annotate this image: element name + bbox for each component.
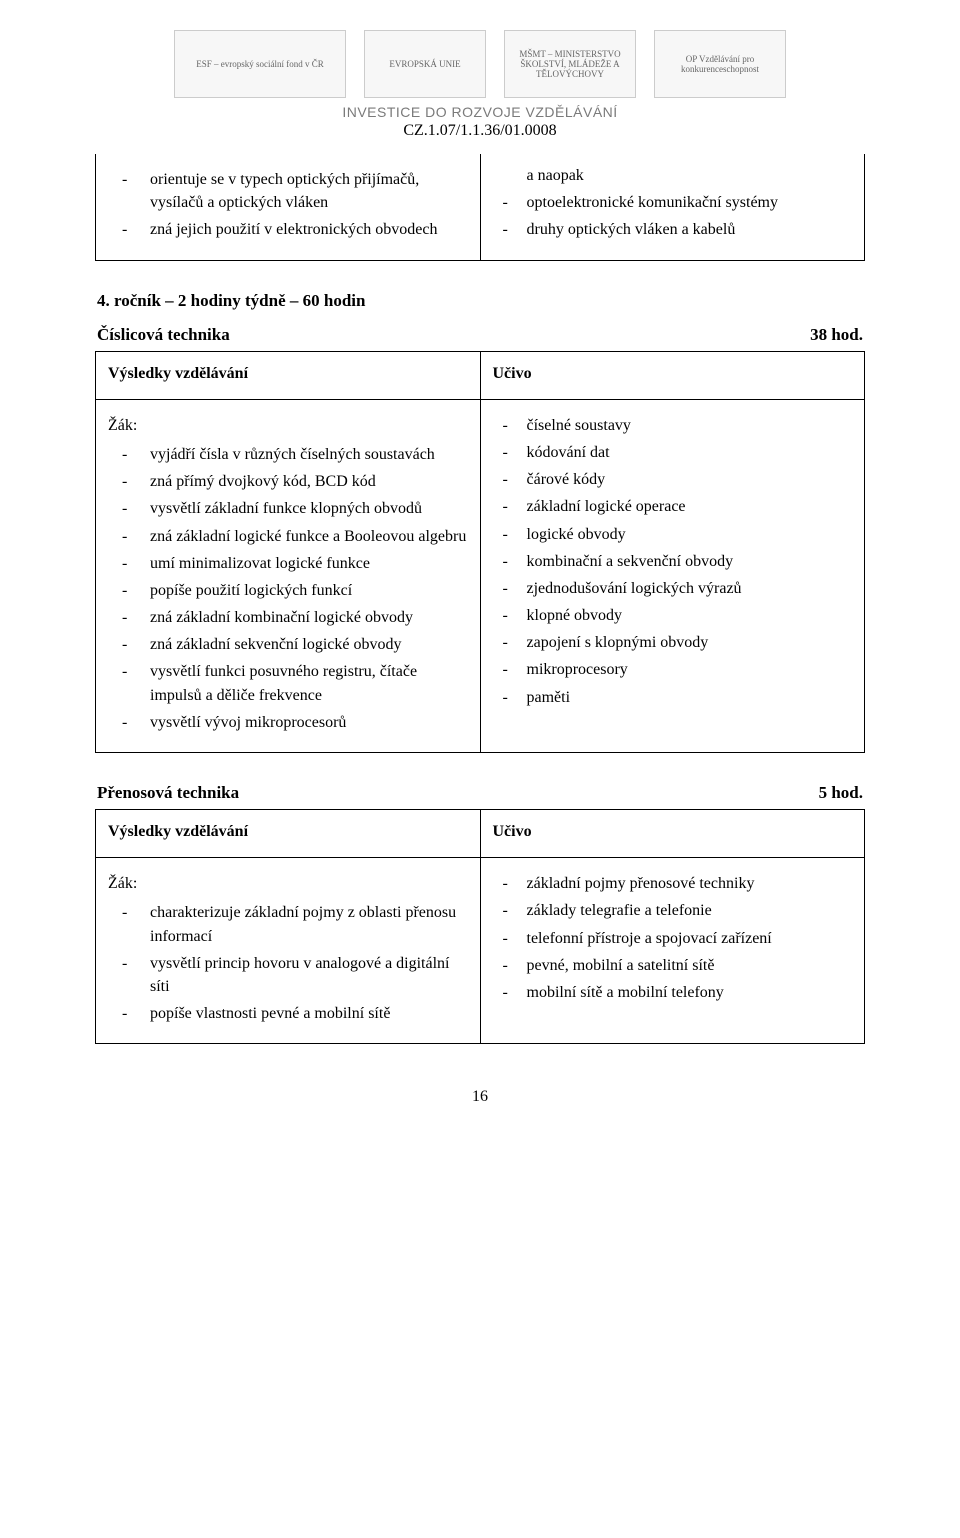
op-vk-logo: OP Vzdělávání pro konkurenceschopnost bbox=[654, 30, 786, 98]
section2-right-cell: základní pojmy přenosové techniky základ… bbox=[480, 858, 865, 1044]
section1-right-cell: číselné soustavy kódování dat čárové kód… bbox=[480, 399, 865, 752]
list-item: umí minimalizovat logické funkce bbox=[108, 552, 468, 575]
eu-flag-logo: EVROPSKÁ UNIE bbox=[364, 30, 486, 98]
document-page: ESF – evropský sociální fond v ČR EVROPS… bbox=[0, 0, 960, 1146]
list-item: orientuje se v typech optických přijímač… bbox=[108, 168, 468, 214]
zak-label: Žák: bbox=[108, 414, 468, 437]
list-item: logické obvody bbox=[493, 523, 853, 546]
right-intro: a naopak bbox=[493, 164, 853, 187]
section1-heading: Číslicová technika 38 hod. bbox=[97, 325, 863, 345]
list-item: vysvětlí princip hovoru v analogové a di… bbox=[108, 952, 468, 998]
list-item: vysvětlí funkci posuvného registru, číta… bbox=[108, 660, 468, 706]
section2-left-cell: Žák: charakterizuje základní pojmy z obl… bbox=[96, 858, 481, 1044]
list-item: paměti bbox=[493, 686, 853, 709]
top-left-cell: orientuje se v typech optických přijímač… bbox=[96, 154, 481, 260]
list-item: zná základní logické funkce a Booleovou … bbox=[108, 525, 468, 548]
msmt-logo: MŠMT – MINISTERSTVO ŠKOLSTVÍ, MLÁDEŽE A … bbox=[504, 30, 636, 98]
section2-right-header: Učivo bbox=[480, 810, 865, 858]
list-item: popíše použití logických funkcí bbox=[108, 579, 468, 602]
list-item: pevné, mobilní a satelitní sítě bbox=[493, 954, 853, 977]
list-item: vyjádří čísla v různých číselných sousta… bbox=[108, 443, 468, 466]
section2-table: Výsledky vzdělávání Učivo Žák: charakter… bbox=[95, 809, 865, 1044]
list-item: základy telegrafie a telefonie bbox=[493, 899, 853, 922]
list-item: charakterizuje základní pojmy z oblasti … bbox=[108, 901, 468, 947]
section2-heading: Přenosová technika 5 hod. bbox=[97, 783, 863, 803]
year-heading: 4. ročník – 2 hodiny týdně – 60 hodin bbox=[97, 291, 865, 311]
page-number: 16 bbox=[95, 1088, 865, 1106]
section1-hours: 38 hod. bbox=[810, 325, 863, 345]
list-item: optoelektronické komunikační systémy bbox=[493, 191, 853, 214]
list-item: čárové kódy bbox=[493, 468, 853, 491]
list-item: zná základní kombinační logické obvody bbox=[108, 606, 468, 629]
logo-bar: ESF – evropský sociální fond v ČR EVROPS… bbox=[95, 30, 865, 98]
project-code: CZ.1.07/1.1.36/01.0008 bbox=[95, 122, 865, 140]
list-item: zapojení s klopnými obvody bbox=[493, 631, 853, 654]
list-item: mikroprocesory bbox=[493, 658, 853, 681]
list-item: telefonní přístroje a spojovací zařízení bbox=[493, 927, 853, 950]
section1-title: Číslicová technika bbox=[97, 325, 230, 345]
list-item: vysvětlí vývoj mikroprocesorů bbox=[108, 711, 468, 734]
list-item: vysvětlí základní funkce klopných obvodů bbox=[108, 497, 468, 520]
section1-left-header: Výsledky vzdělávání bbox=[96, 351, 481, 399]
list-item: zná základní sekvenční logické obvody bbox=[108, 633, 468, 656]
list-item: číselné soustavy bbox=[493, 414, 853, 437]
list-item: popíše vlastnosti pevné a mobilní sítě bbox=[108, 1002, 468, 1025]
section1-left-cell: Žák: vyjádří čísla v různých číselných s… bbox=[96, 399, 481, 752]
list-item: kódování dat bbox=[493, 441, 853, 464]
list-item: kombinační a sekvenční obvody bbox=[493, 550, 853, 573]
section1-right-header: Učivo bbox=[480, 351, 865, 399]
invest-subtitle: INVESTICE DO ROZVOJE VZDĚLÁVÁNÍ bbox=[95, 104, 865, 120]
list-item: zjednodušování logických výrazů bbox=[493, 577, 853, 600]
section2-title: Přenosová technika bbox=[97, 783, 239, 803]
zak-label: Žák: bbox=[108, 872, 468, 895]
section1-table: Výsledky vzdělávání Učivo Žák: vyjádří č… bbox=[95, 351, 865, 753]
esf-logo: ESF – evropský sociální fond v ČR bbox=[174, 30, 346, 98]
list-item: zná přímý dvojkový kód, BCD kód bbox=[108, 470, 468, 493]
list-item: mobilní sítě a mobilní telefony bbox=[493, 981, 853, 1004]
list-item: základní logické operace bbox=[493, 495, 853, 518]
section2-left-header: Výsledky vzdělávání bbox=[96, 810, 481, 858]
list-item: klopné obvody bbox=[493, 604, 853, 627]
section2-hours: 5 hod. bbox=[819, 783, 863, 803]
section-top-continuation: orientuje se v typech optických přijímač… bbox=[95, 154, 865, 261]
top-right-cell: a naopak optoelektronické komunikační sy… bbox=[480, 154, 865, 260]
list-item: základní pojmy přenosové techniky bbox=[493, 872, 853, 895]
list-item: zná jejich použití v elektronických obvo… bbox=[108, 218, 468, 241]
list-item: druhy optických vláken a kabelů bbox=[493, 218, 853, 241]
